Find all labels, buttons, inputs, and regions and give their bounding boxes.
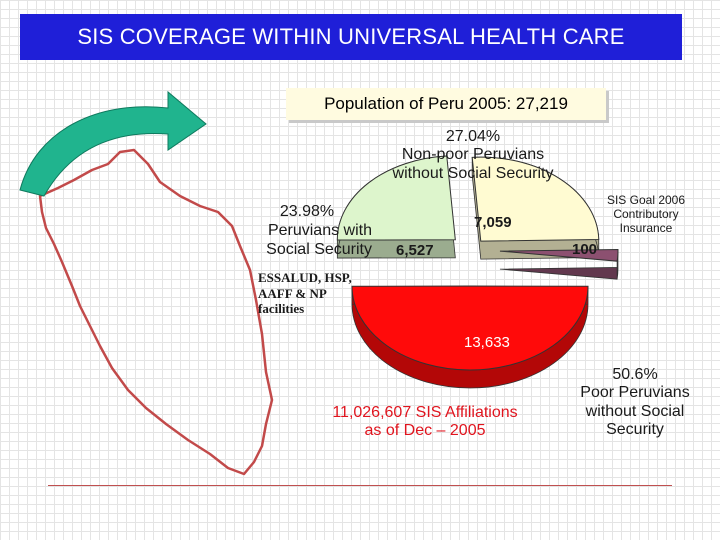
label-nonpoor-pct: 27.04% — [445, 128, 501, 145]
label-ss-line2: Social Security — [266, 241, 372, 259]
value-label-poor: 13,633 — [464, 334, 510, 351]
label-nonpoor-line2: without Social Security — [392, 164, 554, 182]
facilities-line2: AAFF & NP — [258, 285, 327, 301]
label-poor-line2: without Social — [585, 402, 685, 420]
facilities-note: ESSALUD, HSP, AAFF & NP facilities — [258, 270, 378, 317]
pie-slice-social_security — [336, 155, 456, 241]
pie-slices — [336, 155, 619, 371]
value-label-social-security: 6,527 — [396, 242, 434, 259]
peru-map-outline — [38, 148, 274, 476]
label-contrib-line3: Insurance — [619, 220, 673, 235]
affiliations-note: 11,026,607 SIS Affiliations as of Dec – … — [300, 404, 550, 441]
facilities-line1: ESSALUD, HSP, — [258, 270, 352, 285]
population-box: Population of Peru 2005: 27,219 — [286, 88, 606, 120]
value-label-nonpoor: 7,059 — [474, 214, 512, 231]
label-contrib-line2: Contributory — [613, 206, 679, 221]
footer-divider — [48, 485, 672, 486]
label-poor: 50.6% Poor Peruvians without Social Secu… — [560, 366, 710, 440]
page-title-text: SIS COVERAGE WITHIN UNIVERSAL HEALTH CAR… — [77, 24, 625, 49]
pie-slice-poor — [351, 285, 589, 371]
label-nonpoor-line1: Non-poor Peruvians — [401, 146, 545, 164]
label-ss-line1: Peruvians with — [267, 222, 372, 240]
affiliations-line1: 11,026,607 SIS Affiliations — [332, 404, 518, 421]
label-poor-pct: 50.6% — [612, 366, 658, 383]
label-nonpoor: 27.04% Non-poor Peruvians without Social… — [366, 128, 580, 183]
label-contributory: SIS Goal 2006 Contributory Insurance — [586, 193, 706, 235]
label-poor-line3: Security — [606, 421, 664, 439]
value-label-contributory: 100 — [572, 241, 598, 258]
label-ss-pct: 23.98% — [279, 203, 335, 220]
page-title: SIS COVERAGE WITHIN UNIVERSAL HEALTH CAR… — [20, 14, 682, 60]
label-social-security: 23.98% Peruvians with Social Security — [222, 202, 372, 260]
facilities-line3: facilities — [258, 301, 305, 317]
pie-slice-contributory — [499, 248, 619, 262]
pie-slice-nonpoor — [471, 156, 600, 242]
curved-arrow-icon — [19, 90, 207, 197]
population-text: Population of Peru 2005: 27,219 — [324, 94, 568, 113]
label-contrib-line1: SIS Goal 2006 — [606, 193, 686, 207]
label-poor-line1: Poor Peruvians — [580, 384, 690, 402]
affiliations-line2: as of Dec – 2005 — [364, 422, 486, 440]
